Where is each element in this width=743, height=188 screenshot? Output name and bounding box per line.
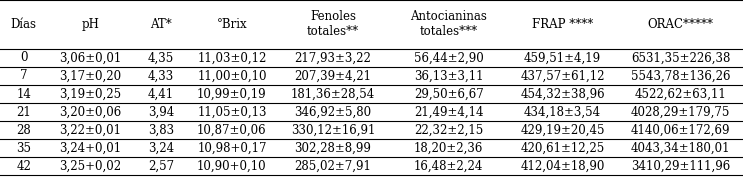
Text: 14: 14 bbox=[16, 87, 31, 101]
Text: 3,83: 3,83 bbox=[148, 124, 174, 137]
Text: 6531,35±226,38: 6531,35±226,38 bbox=[631, 51, 730, 64]
Text: 29,50±6,67: 29,50±6,67 bbox=[414, 87, 484, 101]
Text: 3,24: 3,24 bbox=[148, 142, 174, 155]
Text: 3,06±0,01: 3,06±0,01 bbox=[59, 51, 121, 64]
Text: 10,90+0,10: 10,90+0,10 bbox=[197, 160, 267, 173]
Text: 22,32±2,15: 22,32±2,15 bbox=[414, 124, 484, 137]
Text: 330,12±16,91: 330,12±16,91 bbox=[291, 124, 375, 137]
Text: 217,93±3,22: 217,93±3,22 bbox=[294, 51, 372, 64]
Text: 4043,34±180,01: 4043,34±180,01 bbox=[631, 142, 730, 155]
Text: 3,22±0,01: 3,22±0,01 bbox=[59, 124, 121, 137]
Text: 3,25+0,02: 3,25+0,02 bbox=[59, 160, 121, 173]
Text: 18,20±2,36: 18,20±2,36 bbox=[414, 142, 484, 155]
Text: 4140,06±172,69: 4140,06±172,69 bbox=[631, 124, 730, 137]
Text: 302,28±8,99: 302,28±8,99 bbox=[294, 142, 372, 155]
Text: 4522,62±63,11: 4522,62±63,11 bbox=[635, 87, 727, 101]
Text: 437,57±61,12: 437,57±61,12 bbox=[520, 69, 605, 83]
Text: 7: 7 bbox=[20, 69, 27, 83]
Text: Antocianinas
totales***: Antocianinas totales*** bbox=[410, 11, 487, 38]
Text: 3,20±0,06: 3,20±0,06 bbox=[59, 105, 121, 119]
Text: 412,04±18,90: 412,04±18,90 bbox=[520, 160, 605, 173]
Text: 420,61±12,25: 420,61±12,25 bbox=[521, 142, 605, 155]
Text: 3,17±0,20: 3,17±0,20 bbox=[59, 69, 121, 83]
Text: 4,35: 4,35 bbox=[148, 51, 174, 64]
Text: 459,51±4,19: 459,51±4,19 bbox=[524, 51, 601, 64]
Text: 3410,29±111,96: 3410,29±111,96 bbox=[631, 160, 730, 173]
Text: 36,13±3,11: 36,13±3,11 bbox=[414, 69, 484, 83]
Text: 5543,78±136,26: 5543,78±136,26 bbox=[631, 69, 730, 83]
Text: Días: Días bbox=[10, 18, 36, 31]
Text: 4,41: 4,41 bbox=[148, 87, 174, 101]
Text: 181,36±28,54: 181,36±28,54 bbox=[291, 87, 375, 101]
Text: 42: 42 bbox=[16, 160, 31, 173]
Text: 0: 0 bbox=[20, 51, 27, 64]
Text: FRAP ****: FRAP **** bbox=[532, 18, 593, 31]
Text: 346,92±5,80: 346,92±5,80 bbox=[294, 105, 372, 119]
Text: 56,44±2,90: 56,44±2,90 bbox=[414, 51, 484, 64]
Text: 3,19±0,25: 3,19±0,25 bbox=[59, 87, 121, 101]
Text: 454,32±38,96: 454,32±38,96 bbox=[520, 87, 605, 101]
Text: 434,18±3,54: 434,18±3,54 bbox=[524, 105, 601, 119]
Text: AT*: AT* bbox=[150, 18, 172, 31]
Text: 3,24+0,01: 3,24+0,01 bbox=[59, 142, 121, 155]
Text: 21: 21 bbox=[16, 105, 31, 119]
Text: 21,49±4,14: 21,49±4,14 bbox=[414, 105, 484, 119]
Text: 16,48±2,24: 16,48±2,24 bbox=[414, 160, 484, 173]
Text: 207,39±4,21: 207,39±4,21 bbox=[294, 69, 372, 83]
Text: 285,02±7,91: 285,02±7,91 bbox=[294, 160, 372, 173]
Text: ORAC*****: ORAC***** bbox=[648, 18, 714, 31]
Text: °Brix: °Brix bbox=[217, 18, 247, 31]
Text: pH: pH bbox=[81, 18, 99, 31]
Text: 35: 35 bbox=[16, 142, 31, 155]
Text: 4028,29±179,75: 4028,29±179,75 bbox=[631, 105, 730, 119]
Text: 10,99±0,19: 10,99±0,19 bbox=[197, 87, 267, 101]
Text: 4,33: 4,33 bbox=[148, 69, 174, 83]
Text: 10,87±0,06: 10,87±0,06 bbox=[197, 124, 267, 137]
Text: 11,05±0,13: 11,05±0,13 bbox=[197, 105, 267, 119]
Text: Fenoles
totales**: Fenoles totales** bbox=[307, 11, 359, 38]
Text: 429,19±20,45: 429,19±20,45 bbox=[520, 124, 605, 137]
Text: 2,57: 2,57 bbox=[148, 160, 174, 173]
Text: 11,00±0,10: 11,00±0,10 bbox=[197, 69, 267, 83]
Text: 3,94: 3,94 bbox=[148, 105, 174, 119]
Text: 10,98+0,17: 10,98+0,17 bbox=[197, 142, 267, 155]
Text: 28: 28 bbox=[16, 124, 31, 137]
Text: 11,03±0,12: 11,03±0,12 bbox=[197, 51, 267, 64]
